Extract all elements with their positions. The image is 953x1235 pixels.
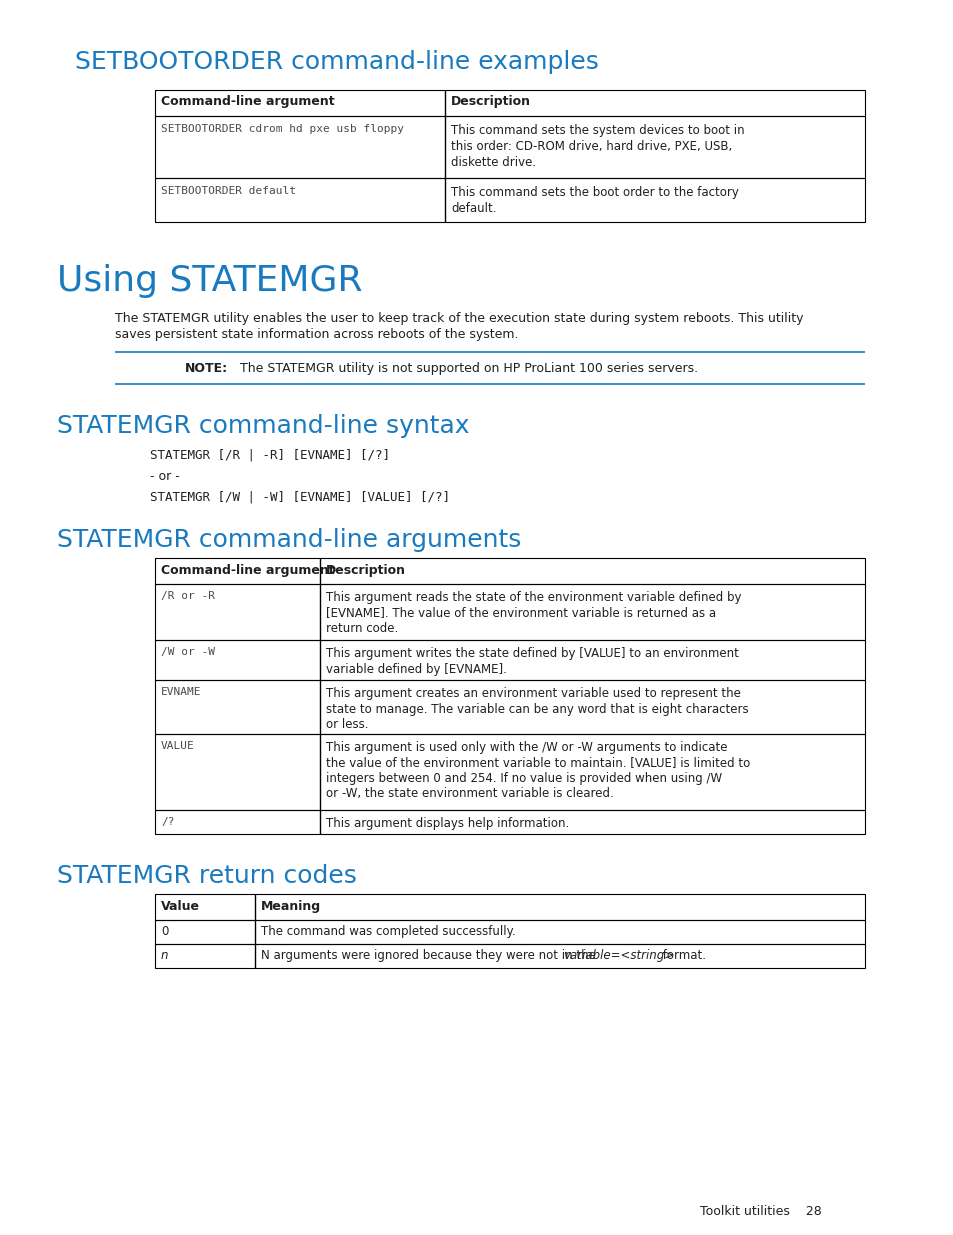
Text: STATEMGR command-line syntax: STATEMGR command-line syntax (57, 414, 469, 438)
Text: Toolkit utilities    28: Toolkit utilities 28 (700, 1205, 821, 1218)
Bar (154, 558, 864, 584)
Text: or -W, the state environment variable is cleared.: or -W, the state environment variable is… (326, 788, 613, 800)
Bar (154, 640, 864, 680)
Text: 0: 0 (161, 925, 168, 939)
Text: SETBOOTORDER command-line examples: SETBOOTORDER command-line examples (75, 49, 598, 74)
Text: variable=<string>: variable=<string> (563, 948, 674, 962)
Text: This argument writes the state defined by [VALUE] to an environment: This argument writes the state defined b… (326, 647, 739, 659)
Text: This argument is used only with the /W or -W arguments to indicate: This argument is used only with the /W o… (326, 741, 727, 755)
Bar (154, 810, 864, 834)
Text: STATEMGR command-line arguments: STATEMGR command-line arguments (57, 529, 521, 552)
Text: integers between 0 and 254. If no value is provided when using /W: integers between 0 and 254. If no value … (326, 772, 721, 785)
Bar (154, 116, 864, 178)
Bar (154, 920, 864, 944)
Text: SETBOOTORDER cdrom hd pxe usb floppy: SETBOOTORDER cdrom hd pxe usb floppy (161, 124, 403, 135)
Text: /?: /? (161, 818, 174, 827)
Text: n: n (161, 948, 169, 962)
Text: saves persistent state information across reboots of the system.: saves persistent state information acros… (115, 329, 518, 341)
Bar (154, 178, 864, 222)
Text: SETBOOTORDER default: SETBOOTORDER default (161, 186, 295, 196)
Bar (154, 894, 864, 920)
Text: Description: Description (326, 564, 406, 577)
Text: diskette drive.: diskette drive. (451, 156, 536, 169)
Text: This argument displays help information.: This argument displays help information. (326, 818, 569, 830)
Text: Command-line argument: Command-line argument (161, 95, 335, 107)
Text: The STATEMGR utility is not supported on HP ProLiant 100 series servers.: The STATEMGR utility is not supported on… (232, 362, 698, 375)
Bar (154, 734, 864, 810)
Text: /W or -W: /W or -W (161, 647, 214, 657)
Text: Using STATEMGR: Using STATEMGR (57, 264, 362, 298)
Text: state to manage. The variable can be any word that is eight characters: state to manage. The variable can be any… (326, 703, 748, 715)
Text: STATEMGR [/W | -W] [EVNAME] [VALUE] [/?]: STATEMGR [/W | -W] [EVNAME] [VALUE] [/?] (150, 490, 450, 503)
Text: variable defined by [EVNAME].: variable defined by [EVNAME]. (326, 662, 506, 676)
Bar (154, 680, 864, 734)
Text: format.: format. (658, 948, 705, 962)
Text: return code.: return code. (326, 622, 397, 635)
Text: EVNAME: EVNAME (161, 687, 201, 697)
Text: [EVNAME]. The value of the environment variable is returned as a: [EVNAME]. The value of the environment v… (326, 606, 716, 620)
Text: This argument reads the state of the environment variable defined by: This argument reads the state of the env… (326, 592, 740, 604)
Text: Meaning: Meaning (261, 900, 321, 913)
Text: STATEMGR [/R | -R] [EVNAME] [/?]: STATEMGR [/R | -R] [EVNAME] [/?] (150, 448, 390, 461)
Text: STATEMGR return codes: STATEMGR return codes (57, 864, 356, 888)
Text: The command was completed successfully.: The command was completed successfully. (261, 925, 516, 939)
Text: NOTE:: NOTE: (185, 362, 228, 375)
Text: VALUE: VALUE (161, 741, 194, 751)
Text: /R or -R: /R or -R (161, 592, 214, 601)
Text: N arguments were ignored because they were not in the: N arguments were ignored because they we… (261, 948, 599, 962)
Text: - or -: - or - (150, 471, 179, 483)
Bar (154, 584, 864, 640)
Text: Value: Value (161, 900, 200, 913)
Text: This command sets the boot order to the factory: This command sets the boot order to the … (451, 186, 739, 199)
Text: The STATEMGR utility enables the user to keep track of the execution state durin: The STATEMGR utility enables the user to… (115, 312, 802, 325)
Bar (154, 944, 864, 968)
Bar (154, 90, 864, 116)
Text: the value of the environment variable to maintain. [VALUE] is limited to: the value of the environment variable to… (326, 757, 749, 769)
Text: This argument creates an environment variable used to represent the: This argument creates an environment var… (326, 687, 740, 700)
Text: this order: CD-ROM drive, hard drive, PXE, USB,: this order: CD-ROM drive, hard drive, PX… (451, 140, 732, 153)
Text: or less.: or less. (326, 718, 368, 731)
Text: Command-line argument: Command-line argument (161, 564, 335, 577)
Text: Description: Description (451, 95, 531, 107)
Text: This command sets the system devices to boot in: This command sets the system devices to … (451, 124, 744, 137)
Text: default.: default. (451, 203, 496, 215)
